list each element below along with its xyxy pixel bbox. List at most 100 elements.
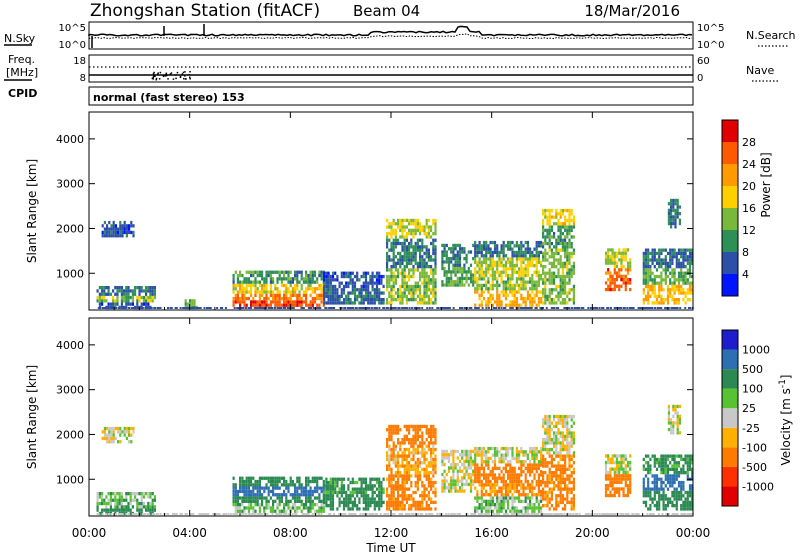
heatmap-cell <box>492 500 494 503</box>
heatmap-cell <box>321 500 323 503</box>
heatmap-cell <box>279 477 281 480</box>
heatmap-cell <box>380 275 382 278</box>
heatmap-cell <box>376 275 378 278</box>
heatmap-cell <box>518 467 520 470</box>
heatmap-cell <box>367 501 369 504</box>
heatmap-cell <box>325 497 327 500</box>
heatmap-cell <box>261 300 263 303</box>
heatmap-cell <box>511 447 513 450</box>
heatmap-cell <box>417 445 419 448</box>
heatmap-cell <box>110 231 112 234</box>
heatmap-cell <box>279 304 281 307</box>
heatmap-cell <box>516 447 518 450</box>
heatmap-cell <box>568 298 570 301</box>
heatmap-cell <box>257 503 259 506</box>
heatmap-cell <box>647 291 649 294</box>
heatmap-cell <box>421 441 423 444</box>
heatmap-cell <box>564 278 566 281</box>
heatmap-cell <box>119 434 121 437</box>
heatmap-cell <box>121 509 123 512</box>
heatmap-cell <box>503 281 505 284</box>
heatmap-cell <box>321 503 323 506</box>
heatmap-cell <box>566 488 568 491</box>
heatmap-cell <box>261 500 263 503</box>
heatmap-cell <box>401 507 403 510</box>
heatmap-cell <box>272 300 274 303</box>
heatmap-cell <box>509 281 511 284</box>
heatmap-cell <box>419 245 421 248</box>
heatmap-cell <box>555 504 557 507</box>
heatmap-cell <box>312 290 314 293</box>
heatmap-cell <box>564 488 566 491</box>
heatmap-cell <box>390 504 392 507</box>
heatmap-cell <box>143 505 145 508</box>
heatmap-cell <box>243 290 245 293</box>
heatmap-cell <box>656 262 658 265</box>
heatmap-cell <box>404 229 406 232</box>
heatmap-cell <box>316 480 318 483</box>
heatmap-cell <box>397 471 399 474</box>
y-tick-label: 2000 <box>56 222 84 235</box>
heatmap-cell <box>542 481 544 484</box>
heatmap-cell <box>540 454 542 457</box>
heatmap-cell <box>367 295 369 298</box>
heatmap-cell <box>104 228 106 231</box>
heatmap-cell <box>426 222 428 225</box>
heatmap-cell <box>474 271 476 274</box>
heatmap-cell <box>393 249 395 252</box>
heatmap-cell <box>270 284 272 287</box>
heatmap-cell <box>518 493 520 496</box>
heatmap-cell <box>250 290 252 293</box>
heatmap-cell <box>285 500 287 503</box>
heatmap-cell <box>672 209 674 212</box>
heatmap-cell <box>540 510 542 513</box>
heatmap-cell <box>326 307 328 309</box>
heatmap-cell <box>546 435 548 438</box>
heatmap-cell <box>542 222 544 225</box>
heatmap-cell <box>518 500 520 503</box>
heatmap-cell <box>419 501 421 504</box>
heatmap-cell <box>573 252 575 255</box>
heatmap-cell <box>110 509 112 512</box>
heatmap-cell <box>481 287 483 290</box>
heatmap-cell <box>241 477 243 480</box>
heatmap-cell <box>536 271 538 274</box>
colorbar-tick-label: 20 <box>742 180 756 193</box>
heatmap-cell <box>660 282 662 285</box>
heatmap-cell <box>573 435 575 438</box>
heatmap-cell <box>408 272 410 275</box>
heatmap-cell <box>557 249 559 252</box>
heatmap-cell <box>281 281 283 284</box>
heatmap-cell <box>243 277 245 280</box>
heatmap-cell <box>553 484 555 487</box>
heatmap-cell <box>459 280 461 283</box>
heatmap-cell <box>408 478 410 481</box>
heatmap-cell <box>511 241 513 244</box>
heatmap-cell <box>421 431 423 434</box>
heatmap-cell <box>490 257 492 260</box>
heatmap-cell <box>404 484 406 487</box>
heatmap-cell <box>459 264 461 267</box>
heatmap-cell <box>505 297 507 300</box>
heatmap-cell <box>136 509 138 512</box>
heatmap-cell <box>479 496 481 499</box>
heatmap-cell <box>520 251 522 254</box>
heatmap-cell <box>99 293 101 296</box>
heatmap-cell <box>241 490 243 493</box>
heatmap-cell <box>341 272 343 275</box>
heatmap-cell <box>428 278 430 281</box>
heatmap-cell <box>415 491 417 494</box>
heatmap-cell <box>259 284 261 287</box>
heatmap-cell <box>487 267 489 270</box>
heatmap-cell <box>423 229 425 232</box>
heatmap-cell <box>347 275 349 278</box>
colorbar-segment <box>722 120 738 142</box>
heatmap-cell <box>571 235 573 238</box>
heatmap-cell <box>334 295 336 298</box>
heatmap-cell <box>507 477 509 480</box>
heatmap-cell <box>470 489 472 492</box>
heatmap-cell <box>542 258 544 261</box>
heatmap-cell <box>483 467 485 470</box>
heatmap-cell <box>404 272 406 275</box>
heatmap-cell <box>483 447 485 450</box>
